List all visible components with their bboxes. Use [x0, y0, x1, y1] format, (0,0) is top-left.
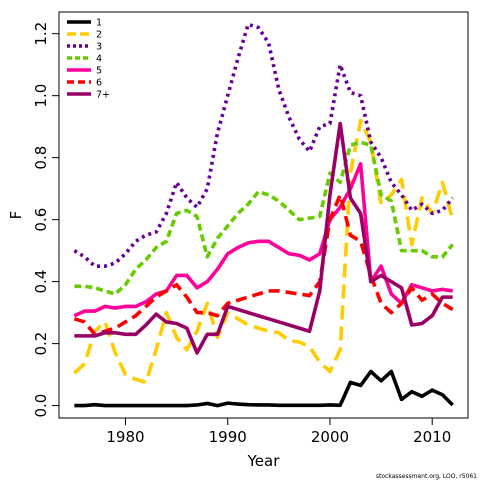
y-tick-label: 0.6: [32, 208, 50, 232]
y-tick-label: 1.2: [32, 22, 50, 46]
series-layer: [73, 22, 455, 408]
x-tick-label: 2010: [413, 428, 451, 446]
x-tick-label: 2000: [311, 428, 349, 446]
legend-label: 6: [96, 78, 102, 89]
series-line-6: [73, 193, 454, 337]
series-line-5: [73, 162, 453, 318]
series-line-4: [74, 140, 455, 296]
legend-label: 3: [96, 42, 102, 53]
legend-label: 7+: [96, 90, 110, 101]
y-axis-label: F: [7, 211, 25, 220]
y-tick-label: 0.2: [32, 332, 50, 356]
series-line-7: [74, 121, 453, 355]
y-axis: 0.0 0.2 0.4 0.6 0.8 1.0 1.2: [32, 22, 60, 418]
series-line-3: [73, 22, 455, 268]
x-tick-label: 1990: [209, 428, 247, 446]
y-tick-label: 0.4: [32, 270, 50, 294]
x-axis: 1980 1990 2000 2010: [106, 417, 451, 446]
y-tick-label: 0.0: [32, 394, 50, 418]
series-line-2: [73, 118, 455, 385]
y-tick-label: 1.0: [32, 84, 50, 108]
y-tick-label: 0.8: [32, 146, 50, 170]
legend-label: 2: [96, 30, 102, 41]
legend-label: 4: [96, 54, 102, 65]
legend-label: 1: [96, 18, 102, 29]
legend-label: 5: [96, 66, 102, 77]
credit-text: stockassessment.org, LOO, r5061: [376, 473, 477, 480]
x-tick-label: 1980: [106, 428, 144, 446]
series-line-1: [74, 369, 454, 408]
x-axis-label: Year: [247, 452, 281, 470]
